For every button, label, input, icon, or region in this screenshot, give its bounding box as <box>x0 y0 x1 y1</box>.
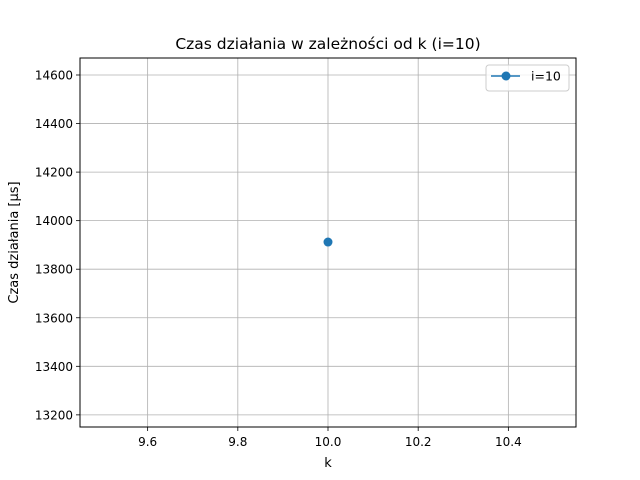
data-point <box>323 237 333 247</box>
y-tick-label: 14400 <box>35 117 73 131</box>
y-tick-label: 14000 <box>35 214 73 228</box>
x-tick-label: 10.2 <box>405 435 432 449</box>
legend-label-i10: i=10 <box>531 69 561 84</box>
x-tick-label: 10.0 <box>315 435 342 449</box>
y-tick-label: 13400 <box>35 360 73 374</box>
x-axis-label: k <box>324 456 332 471</box>
axis-ticks: 9.6 9.8 10.0 10.2 10.4 13200 13400 13600 13800 14… <box>35 68 522 449</box>
x-tick-label: 9.8 <box>228 435 247 449</box>
plot-series <box>323 237 333 247</box>
x-tick-label: 10.4 <box>495 435 522 449</box>
x-tick-label: 9.6 <box>138 435 157 449</box>
y-tick-label: 13200 <box>35 408 73 422</box>
legend-marker-i10 <box>501 71 511 81</box>
legend: i=10 <box>485 64 570 92</box>
y-tick-label: 14600 <box>35 68 73 82</box>
y-tick-label: 13600 <box>35 311 73 325</box>
legend-box <box>485 64 570 92</box>
y-axis-label: Czas działania [µs] <box>7 181 22 303</box>
y-tick-label: 14200 <box>35 166 73 180</box>
chart-title: Czas działania w zależności od k (i=10) <box>175 35 480 53</box>
y-tick-label: 13800 <box>35 263 73 277</box>
